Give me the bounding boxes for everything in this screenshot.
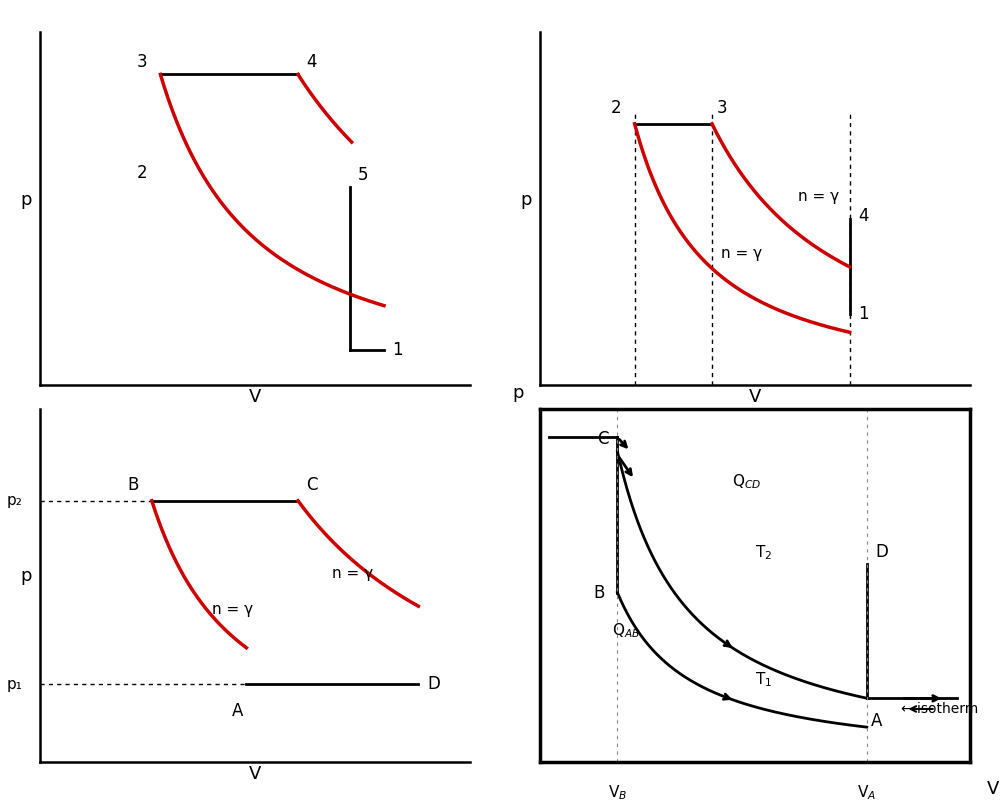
Text: n = γ: n = γ — [798, 189, 839, 205]
Text: T$_2$: T$_2$ — [755, 543, 772, 562]
Text: p₂: p₂ — [7, 493, 23, 508]
Text: V: V — [987, 780, 1000, 797]
Y-axis label: p: p — [20, 568, 32, 585]
Text: V$_A$: V$_A$ — [857, 783, 876, 802]
Text: T$_1$: T$_1$ — [755, 670, 772, 689]
Text: 1: 1 — [858, 306, 869, 323]
Text: A: A — [232, 702, 243, 720]
X-axis label: V: V — [249, 387, 261, 406]
Text: n = γ: n = γ — [332, 566, 374, 581]
Text: 1: 1 — [393, 341, 403, 358]
Text: B: B — [128, 476, 139, 494]
Text: C: C — [597, 430, 609, 448]
Text: D: D — [875, 543, 888, 561]
Text: 3: 3 — [716, 99, 727, 117]
X-axis label: V: V — [249, 764, 261, 783]
Text: 3: 3 — [137, 53, 148, 71]
Text: V₂: V₂ — [626, 410, 643, 425]
Text: n = γ: n = γ — [212, 602, 253, 617]
Text: Q$_{AB}$: Q$_{AB}$ — [612, 621, 640, 639]
Y-axis label: p: p — [520, 191, 532, 209]
Text: n = γ: n = γ — [721, 246, 762, 261]
Text: p₁: p₁ — [7, 677, 23, 692]
Text: B: B — [593, 584, 604, 602]
Text: 5: 5 — [358, 166, 369, 184]
Text: C: C — [307, 476, 318, 494]
Text: 2: 2 — [611, 99, 622, 117]
Text: V₃: V₃ — [704, 410, 720, 425]
Text: V₁: V₁ — [841, 410, 858, 425]
Text: V$_B$: V$_B$ — [608, 783, 627, 802]
Text: A: A — [871, 712, 882, 731]
Text: D: D — [427, 675, 440, 693]
X-axis label: V: V — [749, 387, 761, 406]
Text: 2: 2 — [137, 164, 148, 182]
Text: 4: 4 — [858, 207, 869, 225]
Y-axis label: p: p — [20, 191, 32, 209]
Text: p: p — [513, 384, 524, 402]
Text: ← isotherm: ← isotherm — [901, 702, 978, 716]
Text: 4: 4 — [307, 53, 317, 71]
Text: Q$_{CD}$: Q$_{CD}$ — [732, 472, 761, 492]
